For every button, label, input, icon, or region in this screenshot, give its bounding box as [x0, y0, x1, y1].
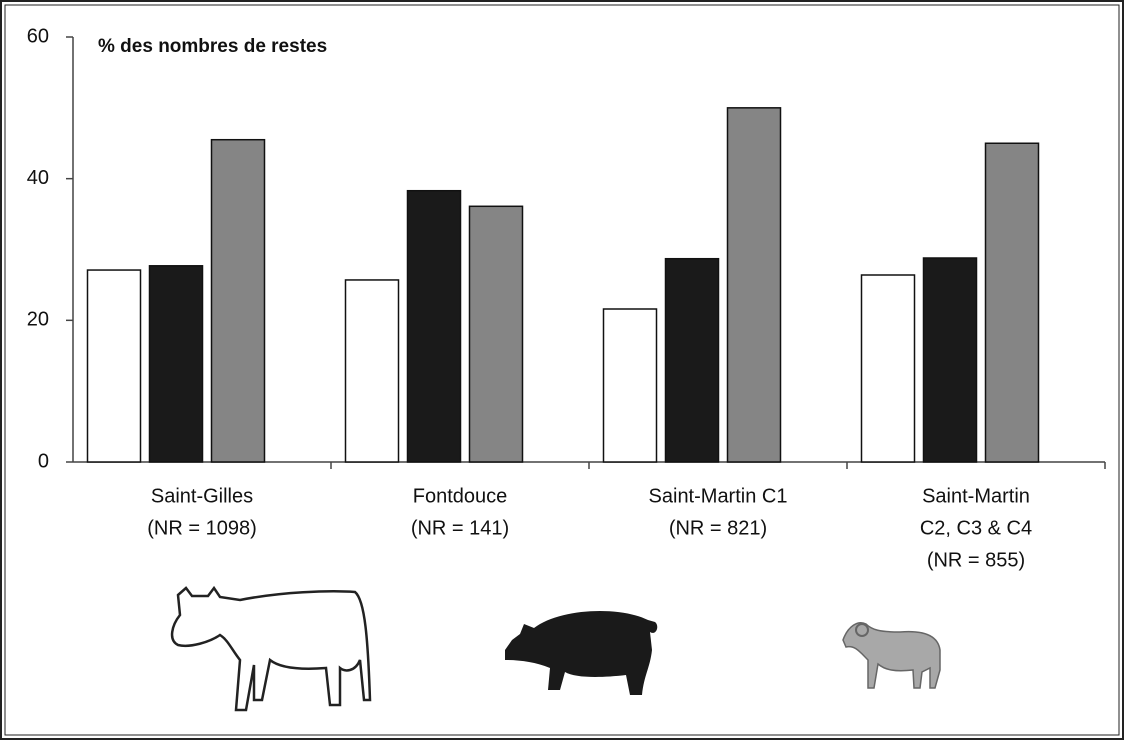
bar — [604, 309, 657, 462]
pig-icon — [505, 611, 657, 695]
bar — [862, 275, 915, 462]
bar — [346, 280, 399, 462]
x-tick-label: (NR = 855) — [927, 549, 1025, 571]
bar — [470, 206, 523, 462]
y-tick-label: 0 — [38, 450, 49, 472]
bar — [728, 108, 781, 462]
bar — [986, 143, 1039, 462]
x-tick-label: Saint-Martin C1 — [649, 485, 788, 507]
x-tick-label: (NR = 821) — [669, 517, 767, 539]
y-tick-label: 20 — [27, 309, 49, 331]
x-tick-label: (NR = 141) — [411, 517, 509, 539]
cow-icon — [172, 588, 370, 710]
y-tick-label: 40 — [27, 167, 49, 189]
bar — [666, 259, 719, 462]
x-tick-label: (NR = 1098) — [147, 517, 257, 539]
bar — [924, 258, 977, 462]
x-tick-label: Fontdouce — [413, 485, 508, 507]
bar — [212, 140, 265, 462]
chart: % des nombres de restes 0 20 40 60 Saint-Gil… — [0, 0, 1124, 740]
bar — [150, 266, 203, 462]
y-tick-label: 60 — [27, 25, 49, 47]
x-tick-label: Saint-Gilles — [151, 485, 253, 507]
x-tick-label: C2, C3 & C4 — [920, 517, 1032, 539]
bar — [88, 270, 141, 462]
x-tick-label: Saint-Martin — [922, 485, 1030, 507]
bar — [408, 191, 461, 462]
chart-title: % des nombres de restes — [98, 36, 327, 57]
